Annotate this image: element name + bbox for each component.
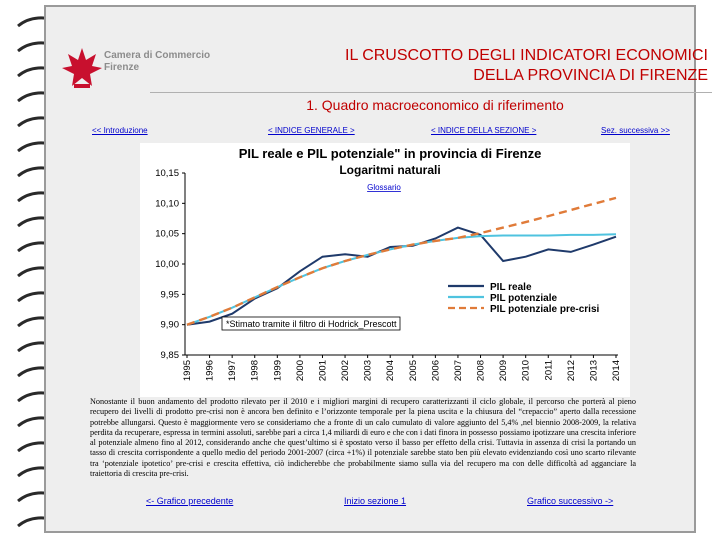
- section-subtitle: 1. Quadro macroeconomico di riferimento: [306, 97, 564, 113]
- chart-lines: [186, 196, 617, 326]
- x-tick-label: 2013: [588, 360, 599, 381]
- x-tick-label: 2005: [408, 360, 419, 381]
- chart-annotation: *Stimato tramite il filtro di Hodrick_Pr…: [226, 319, 397, 329]
- logo-line-1: Camera di Commercio: [104, 50, 211, 61]
- florence-lily-logo-icon: [62, 48, 102, 88]
- legend-label: PIL reale: [490, 282, 532, 293]
- glossary-link[interactable]: Glossario: [367, 183, 401, 192]
- x-tick-label: 1998: [250, 360, 261, 381]
- series-line: [186, 196, 617, 326]
- x-tick-label: 2006: [430, 360, 441, 381]
- y-tick-label: 9,90: [161, 320, 180, 331]
- page-title: IL CRUSCOTTO DEGLI INDICATORI ECONOMICI …: [268, 46, 708, 86]
- x-tick-label: 1999: [272, 360, 283, 381]
- x-tick-label: 2003: [363, 360, 374, 381]
- pil-chart: PIL reale e PIL potenziale" in provincia…: [140, 143, 630, 397]
- section-start-link[interactable]: Inizio sezione 1: [344, 496, 407, 506]
- x-tick-label: 2008: [476, 360, 487, 381]
- annotation-border: [221, 316, 401, 331]
- logo-text: Camera di Commercio Firenze: [104, 50, 210, 74]
- header-divider: [150, 92, 712, 93]
- y-tick-label: 10,00: [155, 259, 179, 270]
- nav-index-section-link[interactable]: < INDICE DELLA SEZIONE >: [431, 126, 537, 135]
- x-tick-label: 2007: [453, 360, 464, 381]
- y-tick-label: 10,15: [155, 168, 179, 179]
- y-tick-label: 9,95: [161, 289, 180, 300]
- legend-label: PIL potenziale: [490, 293, 557, 304]
- nav-intro-link[interactable]: << Introduzione: [92, 126, 148, 135]
- chart-title: PIL reale e PIL potenziale" in provincia…: [239, 146, 542, 161]
- nav-index-general-link[interactable]: < INDICE GENERALE >: [268, 126, 355, 135]
- x-tick-label: 2014: [611, 360, 622, 381]
- commentary-text: Nonostante il buon andamento del prodott…: [90, 397, 636, 479]
- x-tick-label: 1997: [227, 360, 238, 381]
- x-tick-label: 1995: [182, 360, 193, 381]
- x-tick-label: 2010: [521, 360, 532, 381]
- y-tick-label: 10,10: [155, 198, 179, 209]
- x-tick-label: 2012: [566, 360, 577, 381]
- y-tick-label: 10,05: [155, 229, 179, 240]
- chart-subtitle: Logaritmi naturali: [339, 163, 440, 177]
- x-tick-label: 1996: [205, 360, 216, 381]
- next-chart-link[interactable]: Grafico successivo ->: [527, 496, 614, 506]
- x-tick-label: 2004: [385, 360, 396, 381]
- x-tick-label: 2000: [295, 360, 306, 381]
- x-tick-label: 2002: [340, 360, 351, 381]
- title-line-2: DELLA PROVINCIA DI FIRENZE: [473, 67, 708, 84]
- chart-axes: 9,85 9,90 9,95 10,00 10,05 10,10 10,15 1995 1996…: [155, 168, 622, 381]
- chart-background: [140, 143, 630, 397]
- annotation-box: *Stimato tramite il filtro di Hodrick_Pr…: [221, 316, 401, 331]
- prev-chart-link[interactable]: <- Grafico precedente: [146, 496, 234, 506]
- x-tick-label: 2009: [498, 360, 509, 381]
- x-tick-label: 2001: [317, 360, 328, 381]
- logo-line-2: Firenze: [104, 62, 140, 73]
- nav-next-section-link[interactable]: Sez. successiva >>: [601, 126, 670, 135]
- y-tick-label: 9,85: [161, 350, 180, 361]
- x-tick-label: 2011: [543, 360, 554, 380]
- title-line-1: IL CRUSCOTTO DEGLI INDICATORI ECONOMICI: [345, 47, 708, 64]
- legend-label: PIL potenziale pre-crisi: [490, 304, 600, 315]
